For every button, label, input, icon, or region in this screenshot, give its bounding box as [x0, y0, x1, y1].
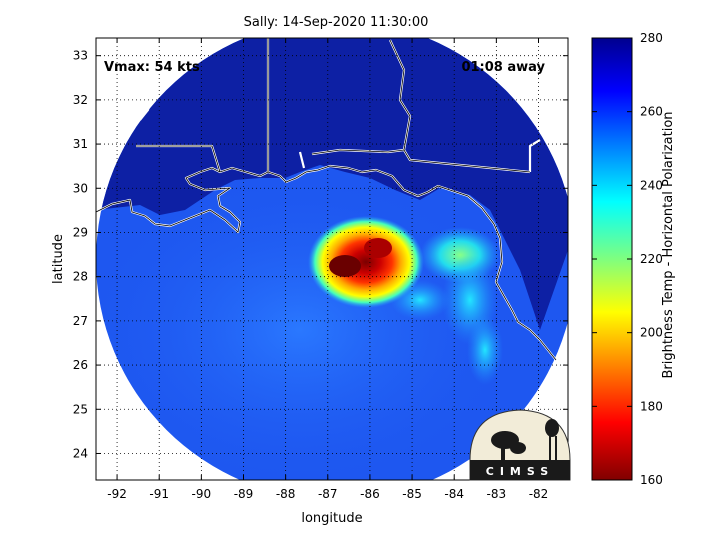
y-tick-label: 29: [73, 225, 88, 239]
colorbar-ticks: 160 180 200 220 240 260 280: [592, 31, 663, 487]
axes-frame: [95, 37, 569, 481]
x-tick-label: -86: [360, 487, 380, 501]
x-tick-label: -90: [192, 487, 212, 501]
x-tick-label: -92: [107, 487, 127, 501]
x-ticks: -92 -91 -90 -89 -88 -87 -86 -85 -84 -83 -82: [107, 38, 548, 501]
colorbar-tick-label: 280: [640, 31, 663, 45]
x-tick-label: -84: [444, 487, 464, 501]
y-tick-label: 33: [73, 49, 88, 63]
colorbar: [591, 37, 633, 481]
x-tick-label: -85: [402, 487, 422, 501]
x-tick-label: -91: [149, 487, 169, 501]
storm-core: [308, 216, 424, 308]
plot-title: Sally: 14-Sep-2020 11:30:00: [244, 15, 429, 30]
time-away-label: 01:08 away: [461, 60, 545, 75]
y-tick-label: 31: [73, 137, 88, 151]
y-tick-label: 26: [73, 358, 88, 372]
satellite-swath: [96, 38, 568, 480]
y-tick-label: 28: [73, 270, 88, 284]
colorbar-tick-label: 260: [640, 105, 663, 119]
y-tick-label: 27: [73, 314, 88, 328]
y-tick-label: 25: [73, 402, 88, 416]
y-axis-label: latitude: [51, 234, 66, 284]
x-tick-label: -87: [318, 487, 338, 501]
land-north: [96, 38, 568, 330]
vmax-label: Vmax: 54 kts: [104, 60, 200, 75]
colorbar-tick-label: 220: [640, 252, 663, 266]
y-ticks: 24 25 26 27 28 29 30 31 32 33: [73, 49, 568, 460]
x-tick-label: -82: [529, 487, 549, 501]
colorbar-tick-label: 240: [640, 178, 663, 192]
logo-text: CIMSS: [486, 465, 554, 478]
cimss-logo: CIMSS: [469, 409, 571, 481]
grid: [96, 38, 568, 480]
y-tick-label: 24: [73, 446, 88, 460]
colorbar-tick-label: 160: [640, 473, 663, 487]
x-tick-label: -83: [487, 487, 507, 501]
x-tick-label: -88: [276, 487, 296, 501]
x-tick-label: -89: [234, 487, 254, 501]
colorbar-tick-label: 180: [640, 399, 663, 413]
colorbar-label: Brightness Temp - Horizontal Polarizatio…: [661, 111, 676, 378]
y-tick-label: 32: [73, 93, 88, 107]
x-axis-label: longitude: [301, 511, 362, 526]
y-tick-label: 30: [73, 181, 88, 195]
colorbar-tick-label: 200: [640, 326, 663, 340]
